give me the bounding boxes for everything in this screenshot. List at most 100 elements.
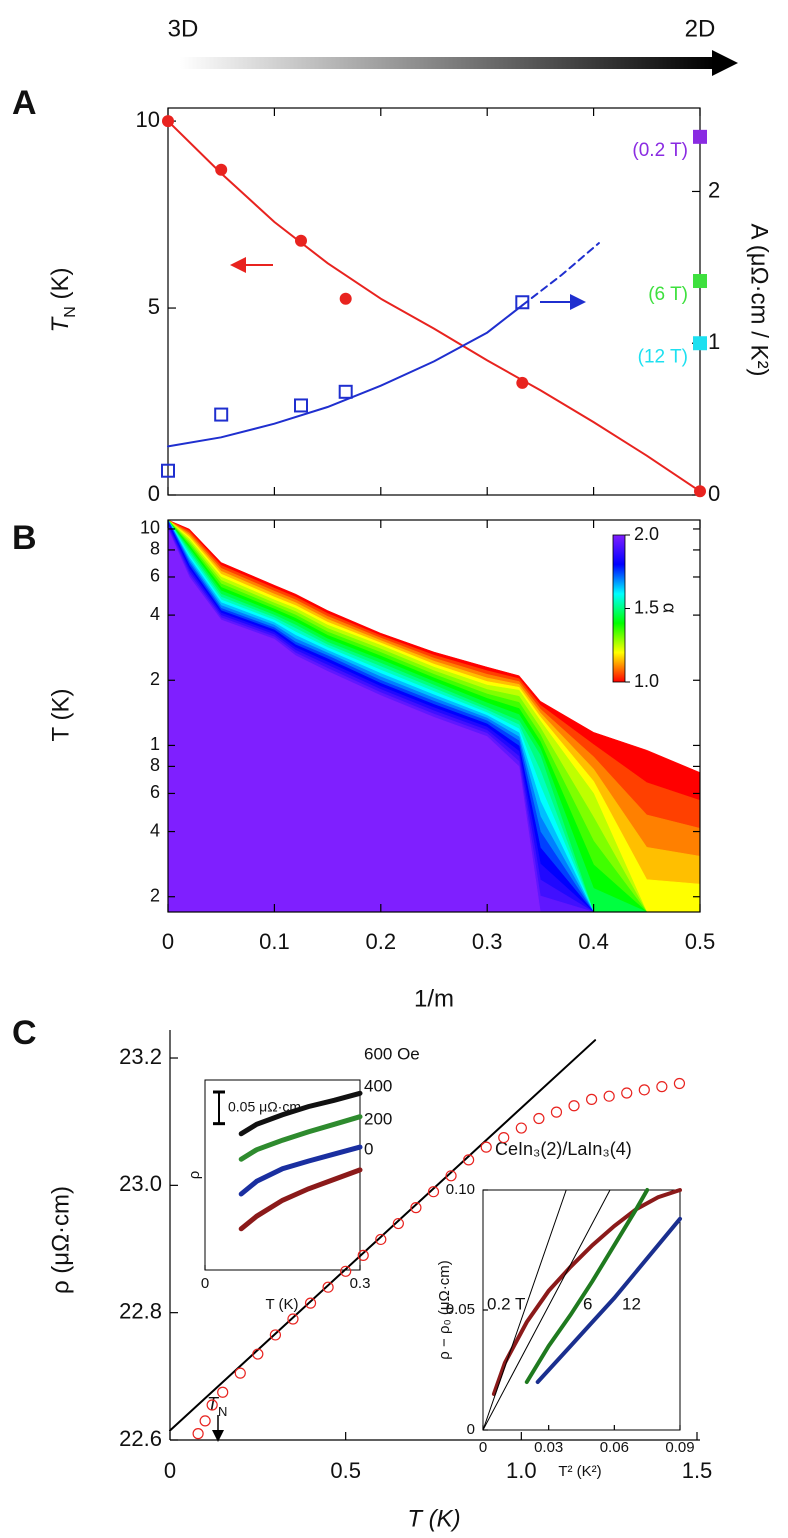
data-line [535,1216,682,1384]
y-tick-label: 4 [150,820,160,840]
data-point [215,163,228,176]
sample-label: CeIn₃(2)/LaIn₃(4) [495,1139,632,1159]
x-tick-label: 0 [162,929,174,954]
colorbar [612,534,626,683]
x-tick-label: 0 [479,1439,487,1456]
data-line [238,1114,363,1162]
y-axis-label: TN (K) [47,268,78,333]
series-label: 12 [622,1294,641,1313]
y-tick-label: 5 [148,294,160,319]
data-point [463,1154,475,1166]
data-point [515,1122,527,1134]
data-point [294,398,308,413]
y-tick-label: 23.2 [119,1044,162,1069]
series-label: 0 [364,1139,373,1158]
point-label: (0.2 T) [632,140,688,161]
y-tick-label: 8 [150,539,160,559]
data-point [206,1399,218,1411]
data-point [498,1131,510,1144]
colorbar-tick-label: 1.5 [634,597,659,617]
data-point [693,336,707,351]
x-tick-label: 0.03 [534,1439,563,1456]
inset-x-label: T (K) [265,1296,298,1313]
y-tick-label: 22.6 [119,1426,162,1451]
fit-line [482,1189,567,1431]
alpha-level-region [168,528,700,912]
x-tick-label: 0.06 [600,1439,629,1456]
data-point [533,1112,545,1125]
y-tick-label: 1 [150,734,160,754]
data-point [445,1170,457,1182]
y-tick-label: 6 [150,566,160,586]
data-point [199,1415,211,1427]
x-tick-label: 0.1 [259,929,290,954]
data-point [638,1084,650,1096]
y-tick-label: 0 [467,1421,475,1438]
colorbar-tick-label: 2.0 [634,524,659,544]
data-point [603,1090,615,1102]
data-point [480,1141,492,1153]
colorbar-label: α [659,603,679,613]
data-line [238,1144,363,1197]
data-line [238,1167,363,1232]
y-tick-label: 0.10 [446,1181,475,1198]
data-point [585,1093,598,1105]
inset-y-label: ρ [186,1171,203,1180]
data-point [550,1106,563,1118]
data-point [694,485,706,498]
y-axis-label: ρ (μΩ·cm) [47,1186,74,1294]
header-right: 2D [685,15,716,42]
x-axis-label: 1/m [414,985,454,1012]
tn-annotation: TN [207,1394,227,1419]
data-point [357,1249,369,1261]
x-tick-label: 0.5 [330,1458,361,1483]
x-tick-label: 0.3 [472,929,503,954]
x-tick-label: 0 [201,1275,209,1292]
data-point [568,1100,580,1112]
panel-letter: A [12,84,37,122]
y-axis-label: T (K) [47,689,74,742]
y-tick-label: 0 [148,481,160,506]
data-point [304,1297,317,1309]
series-label: 400 [364,1076,392,1095]
data-point [287,1313,299,1325]
data-point [516,376,529,389]
inset-x-label: T² (K²) [558,1463,601,1480]
series-label: 6 [583,1294,592,1313]
y-tick-label: 22.8 [119,1298,162,1323]
inset-frame [204,1079,361,1271]
data-point [217,1386,229,1398]
colorbar-tick-label: 1.0 [634,671,659,691]
data-point [693,129,707,144]
series-label: 200 [364,1109,392,1128]
data-point [234,1367,246,1379]
y-tick-label: 10 [136,107,160,132]
data-point [656,1081,668,1093]
data-point [427,1186,440,1198]
data-point [214,407,229,422]
panel-letter: C [12,1014,37,1052]
data-line [524,1188,650,1384]
y-label-unit: (K) [47,268,74,307]
data-point [252,1348,264,1360]
data-line [521,242,600,307]
x-tick-label: 0.3 [350,1275,371,1292]
dimension-arrow-head [712,50,738,76]
data-line [238,1090,363,1137]
y-tick-label: 6 [150,782,160,802]
dimension-arrow [180,57,715,69]
data-point [340,1265,352,1277]
data-line [167,120,701,493]
data-point [515,295,530,310]
y-tick-label: 0.05 [446,1301,475,1318]
x-tick-label: 0.4 [578,929,609,954]
data-point [161,463,175,478]
data-point [693,274,707,289]
plot-frame [167,519,701,913]
y-label-main: T [47,315,74,332]
y-tick-label: 2 [150,669,160,689]
data-point [295,234,307,247]
data-point [192,1428,204,1440]
